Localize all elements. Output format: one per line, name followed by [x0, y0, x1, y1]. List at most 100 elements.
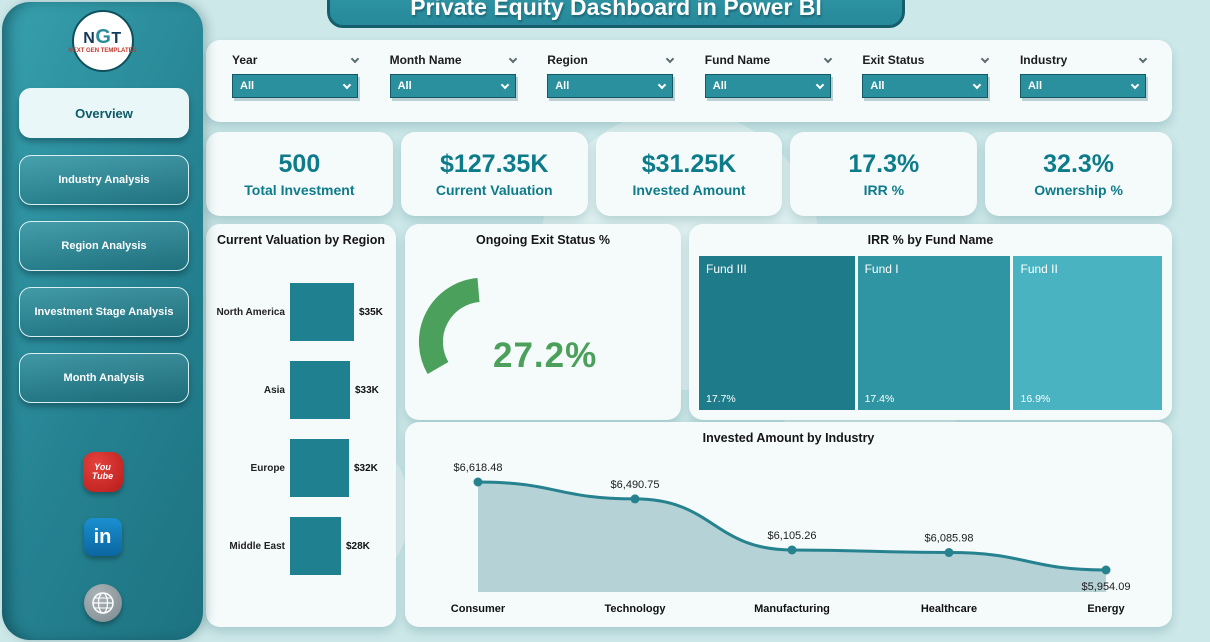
globe-grid-icon: [91, 592, 114, 614]
kpi-current-valuation: $127.35K Current Valuation: [400, 132, 588, 216]
kpi-value: $31.25K: [641, 150, 737, 178]
chevron-down-icon[interactable]: [1138, 54, 1148, 64]
tile-name: Fund I: [864, 262, 899, 276]
sidebar-item-overview[interactable]: Overview: [19, 88, 189, 138]
x-axis-label: Consumer: [451, 603, 506, 615]
linkedin-icon[interactable]: in: [83, 518, 122, 556]
tile-value: 17.7%: [706, 393, 736, 405]
slicer-value: All: [712, 80, 727, 92]
data-point[interactable]: [473, 477, 483, 487]
sidebar-item-industry-analysis[interactable]: Industry Analysis: [19, 155, 189, 205]
sidebar: NGT NEXT GEN TEMPLATES Overview Industry…: [2, 2, 203, 640]
data-point[interactable]: [787, 545, 797, 555]
data-point-label: $6,105.26: [768, 530, 817, 542]
slicer-dropdown[interactable]: All: [547, 74, 674, 98]
bar[interactable]: [290, 283, 354, 341]
youtube-icon[interactable]: You Tube: [82, 452, 123, 492]
x-axis-label: Technology: [605, 603, 667, 615]
slicer-dropdown[interactable]: All: [232, 74, 358, 98]
category-label: Europe: [250, 462, 285, 474]
data-point[interactable]: [1101, 565, 1111, 575]
slicer-dropdown[interactable]: All: [862, 74, 989, 98]
category-label: Middle East: [229, 540, 285, 552]
bar-row: Europe $32K: [206, 429, 396, 507]
bar-row: Asia $33K: [206, 351, 396, 429]
data-point[interactable]: [944, 548, 954, 558]
kpi-total-investment: 500 Total Investment: [206, 132, 393, 216]
slicer-region: Region All: [547, 53, 675, 122]
tile-name: Fund III: [706, 262, 747, 276]
chart-title: Current Valuation by Region: [216, 233, 386, 247]
treemap-tile[interactable]: Fund I 17.4%: [857, 256, 1011, 410]
tile-value: 17.4%: [864, 393, 895, 405]
kpi-label: Total Investment: [244, 182, 355, 198]
website-globe-icon[interactable]: [83, 584, 122, 622]
chevron-down-icon[interactable]: [823, 54, 833, 64]
kpi-value: 500: [278, 150, 321, 178]
area-fill: [478, 482, 1106, 592]
kpi-value: 17.3%: [848, 150, 920, 178]
treemap-tile[interactable]: Fund III 17.7%: [699, 256, 855, 410]
data-point-label: $6,085.98: [925, 533, 974, 545]
exit-status-gauge-card: Ongoing Exit Status % 27.2%: [405, 224, 681, 420]
page-title: Private Equity Dashboard in Power BI: [410, 0, 822, 20]
sidebar-item-region-analysis[interactable]: Region Analysis: [19, 221, 189, 271]
logo: NGT NEXT GEN TEMPLATES: [68, 10, 137, 72]
chart-title: IRR % by Fund Name: [867, 233, 994, 247]
value-label: $32K: [354, 462, 378, 474]
sidebar-item-month-analysis[interactable]: Month Analysis: [19, 353, 189, 403]
slicer-industry: Industry All: [1019, 53, 1148, 122]
slicer-value: All: [1027, 80, 1043, 92]
chevron-down-icon: [500, 80, 509, 90]
kpi-row: 500 Total Investment $127.35K Current Va…: [206, 132, 1172, 216]
slicer-label: Fund Name: [704, 53, 771, 67]
gauge-arc: [418, 278, 481, 375]
area-chart-svg[interactable]: $6,618.48 Consumer $6,490.75 Technology $6,1…: [405, 448, 1172, 626]
x-axis-label: Energy: [1087, 603, 1125, 615]
slicer-label: Month Name: [389, 53, 462, 67]
dashboard-header: Private Equity Dashboard in Power BI: [327, 0, 905, 28]
slicer-dropdown[interactable]: All: [704, 74, 831, 98]
tile-name: Fund II: [1020, 262, 1058, 276]
category-label: Asia: [263, 384, 285, 396]
chart-title: Ongoing Exit Status %: [475, 233, 611, 247]
chevron-down-icon: [973, 80, 982, 90]
slicer-value: All: [870, 80, 885, 92]
value-label: $28K: [346, 540, 370, 552]
chevron-down-icon: [657, 80, 667, 90]
slicer-label: Region: [547, 53, 588, 67]
value-label: $33K: [355, 384, 379, 396]
data-point-label: $6,618.48: [454, 462, 503, 474]
bar[interactable]: [290, 361, 350, 419]
chevron-down-icon[interactable]: [350, 54, 360, 64]
invested-by-industry-card: Invested Amount by Industry $6,618.48 Con…: [405, 422, 1172, 627]
slicer-value: All: [397, 80, 412, 92]
bar[interactable]: [290, 439, 349, 497]
kpi-ownership: 32.3% Ownership %: [985, 132, 1172, 216]
youtube-text-bottom: Tube: [91, 471, 114, 481]
kpi-label: Current Valuation: [435, 182, 553, 198]
sidebar-item-investment-stage-analysis[interactable]: Investment Stage Analysis: [19, 287, 189, 337]
gauge-chart[interactable]: [417, 264, 557, 404]
slicer-year: Year All: [232, 53, 360, 122]
chevron-down-icon[interactable]: [665, 54, 675, 64]
chevron-down-icon[interactable]: [508, 54, 517, 64]
data-point[interactable]: [630, 494, 640, 504]
gauge-value: 27.2%: [493, 336, 598, 375]
slicer-dropdown[interactable]: All: [389, 74, 516, 98]
data-point-label: $5,954.09: [1082, 581, 1131, 593]
slicer-label: Exit Status: [862, 53, 925, 67]
bar[interactable]: [290, 517, 341, 575]
chevron-down-icon[interactable]: [981, 54, 990, 64]
kpi-invested-amount: $31.25K Invested Amount: [595, 132, 783, 216]
treemap: Fund III 17.7% Fund I 17.4% Fund II 16.9…: [699, 256, 1163, 410]
slicer-fund-name: Fund Name All: [704, 53, 833, 122]
logo-subtext: NEXT GEN TEMPLATES: [68, 47, 137, 54]
treemap-tile[interactable]: Fund II 16.9%: [1013, 256, 1163, 410]
chevron-down-icon: [1130, 80, 1140, 90]
slicer-dropdown[interactable]: All: [1019, 74, 1146, 98]
logo-text: NGT: [83, 25, 122, 48]
kpi-label: IRR %: [863, 182, 905, 198]
filter-bar: Year All Month Name All Region All Fund …: [206, 40, 1172, 122]
kpi-label: Invested Amount: [632, 182, 746, 198]
